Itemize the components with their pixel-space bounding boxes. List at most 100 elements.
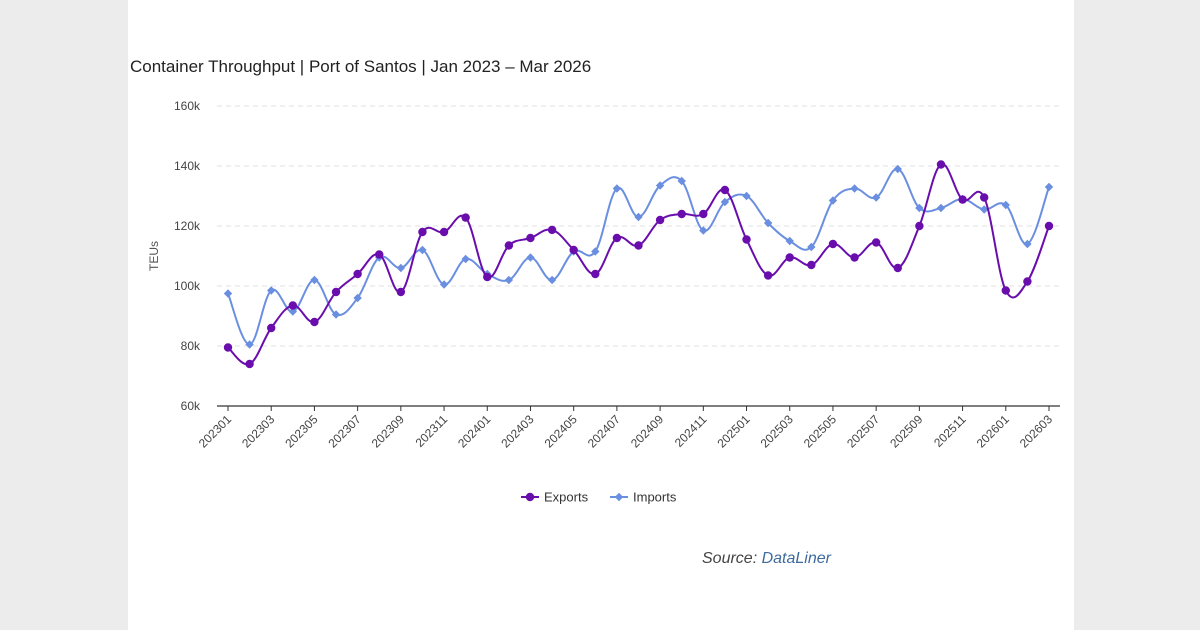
data-point[interactable]	[828, 196, 838, 205]
data-point[interactable]	[288, 307, 298, 316]
x-tick-label: 202411	[672, 412, 710, 450]
data-point[interactable]	[591, 247, 600, 256]
x-tick-label: 202507	[844, 412, 882, 450]
data-point[interactable]	[353, 293, 362, 303]
data-point[interactable]	[331, 310, 341, 319]
data-point[interactable]	[785, 236, 794, 246]
data-point[interactable]	[223, 289, 233, 298]
data-point[interactable]	[483, 272, 492, 282]
data-point[interactable]	[742, 235, 751, 244]
x-tick-label: 202603	[1017, 412, 1055, 450]
legend-item-imports[interactable]: Imports	[610, 490, 677, 505]
data-point[interactable]	[591, 269, 600, 279]
data-point[interactable]	[958, 195, 967, 204]
data-point[interactable]	[893, 263, 902, 273]
x-axis-ticks: 202301 202303 202305 202307 202309 202311 2024…	[196, 406, 1055, 450]
data-point[interactable]	[720, 197, 730, 207]
x-tick-label: 202301	[196, 412, 234, 450]
data-point[interactable]	[461, 213, 470, 222]
data-point[interactable]	[763, 271, 773, 280]
legend-marker	[525, 492, 535, 502]
grid-lines	[217, 105, 1060, 347]
data-point[interactable]	[915, 203, 924, 213]
data-point[interactable]	[677, 176, 686, 186]
data-point[interactable]	[612, 184, 622, 193]
data-point[interactable]	[742, 191, 751, 201]
series-group	[223, 160, 1054, 369]
data-point[interactable]	[353, 269, 362, 279]
legend[interactable]: Exports Imports	[521, 490, 677, 505]
data-point[interactable]	[526, 253, 535, 262]
y-axis-label: TEUs	[147, 241, 161, 271]
data-point[interactable]	[288, 301, 298, 310]
data-point[interactable]	[461, 254, 470, 264]
data-point[interactable]	[331, 287, 341, 297]
y-tick-label: 100k	[174, 279, 201, 293]
data-point[interactable]	[699, 209, 708, 219]
series-line	[227, 163, 1050, 366]
data-point[interactable]	[828, 239, 838, 249]
data-point[interactable]	[763, 218, 773, 228]
data-point[interactable]	[634, 241, 643, 250]
data-point[interactable]	[418, 227, 427, 237]
x-tick-label: 202405	[542, 412, 580, 450]
data-point[interactable]	[396, 263, 406, 273]
data-point[interactable]	[396, 287, 406, 297]
y-axis-ticks: 60k 80k 100k 120k 140k 160k	[174, 99, 201, 413]
x-tick-label: 202311	[413, 412, 451, 450]
data-point[interactable]	[655, 181, 665, 190]
data-point[interactable]	[634, 212, 643, 222]
data-point[interactable]	[677, 209, 686, 219]
data-point[interactable]	[504, 241, 514, 250]
x-tick-label: 202409	[628, 412, 666, 450]
data-point[interactable]	[547, 225, 557, 235]
y-tick-label: 60k	[181, 399, 201, 413]
data-point[interactable]	[439, 227, 449, 237]
series-line	[227, 168, 1050, 346]
data-point[interactable]	[893, 164, 902, 174]
data-point[interactable]	[1044, 182, 1054, 192]
data-point[interactable]	[223, 343, 233, 352]
data-point[interactable]	[526, 233, 535, 243]
data-point[interactable]	[936, 203, 946, 213]
data-point[interactable]	[1023, 239, 1032, 249]
data-point[interactable]	[245, 359, 254, 369]
data-point[interactable]	[1044, 221, 1054, 231]
data-point[interactable]	[267, 323, 276, 333]
data-point[interactable]	[245, 340, 254, 349]
data-point[interactable]	[871, 238, 881, 247]
chart-title: Container Throughput | Port of Santos | …	[130, 57, 592, 76]
data-point[interactable]	[310, 275, 319, 285]
x-tick-label: 202305	[282, 412, 320, 450]
data-point[interactable]	[1001, 286, 1010, 295]
data-point[interactable]	[720, 185, 730, 195]
data-point[interactable]	[807, 242, 816, 252]
source-link[interactable]: DataLiner	[761, 550, 831, 567]
data-point[interactable]	[850, 253, 859, 262]
legend-item-exports[interactable]: Exports	[521, 490, 589, 505]
data-point[interactable]	[375, 250, 384, 259]
data-point[interactable]	[936, 160, 946, 169]
y-tick-label: 80k	[181, 339, 201, 353]
data-point[interactable]	[547, 275, 557, 285]
data-point[interactable]	[871, 193, 881, 202]
data-point[interactable]	[785, 253, 794, 262]
x-tick-label: 202403	[498, 412, 536, 450]
data-point[interactable]	[310, 317, 319, 327]
data-point[interactable]	[699, 226, 708, 235]
data-point[interactable]	[979, 205, 989, 214]
data-point[interactable]	[807, 260, 816, 270]
data-point[interactable]	[915, 221, 924, 231]
data-point[interactable]	[655, 215, 665, 225]
data-point[interactable]	[979, 193, 989, 202]
data-point[interactable]	[612, 233, 622, 243]
data-point[interactable]	[439, 280, 449, 289]
data-point[interactable]	[504, 275, 514, 285]
data-point[interactable]	[418, 245, 427, 255]
data-point[interactable]	[850, 184, 859, 193]
data-point[interactable]	[1023, 277, 1032, 286]
data-point[interactable]	[1001, 200, 1010, 210]
data-point[interactable]	[569, 245, 578, 255]
data-point[interactable]	[267, 286, 276, 295]
